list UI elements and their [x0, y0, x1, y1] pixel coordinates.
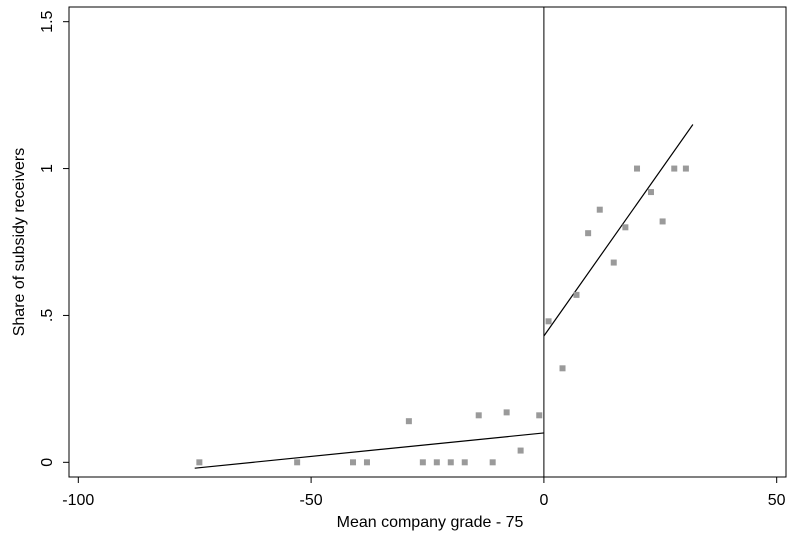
data-point: [596, 206, 603, 213]
data-point: [350, 459, 357, 466]
data-point: [671, 165, 678, 172]
y-tick-label: .5: [39, 309, 56, 322]
data-point: [647, 189, 654, 196]
x-tick-label: -100: [62, 492, 94, 509]
y-tick-label: 1: [39, 164, 56, 173]
fit-line: [194, 432, 544, 469]
x-tick-label: 0: [539, 492, 548, 509]
data-points: [196, 165, 689, 466]
fit-line: [543, 124, 694, 337]
data-point: [503, 409, 510, 416]
data-point: [294, 459, 301, 466]
plot-frame: [68, 6, 787, 478]
data-point: [363, 459, 370, 466]
data-point: [682, 165, 689, 172]
x-tick-label: 50: [768, 492, 786, 509]
data-point: [545, 318, 552, 325]
data-point: [622, 224, 629, 231]
data-point: [196, 459, 203, 466]
x-axis-title: Mean company grade - 75: [337, 514, 524, 531]
fit-lines: [194, 124, 694, 469]
y-tick-label: 1.5: [39, 10, 56, 32]
data-point: [573, 291, 580, 298]
data-point: [433, 459, 440, 466]
data-point: [461, 459, 468, 466]
data-point: [475, 412, 482, 419]
data-point: [419, 459, 426, 466]
data-point: [447, 459, 454, 466]
data-point: [517, 447, 524, 454]
data-point: [489, 459, 496, 466]
data-point: [585, 230, 592, 237]
data-point: [659, 218, 666, 225]
data-point: [536, 412, 543, 419]
data-point: [405, 418, 412, 425]
data-point: [634, 165, 641, 172]
y-tick-label: 0: [39, 458, 56, 467]
data-point: [559, 365, 566, 372]
y-ticks: 0 .5 1 1.5: [39, 10, 69, 467]
x-ticks: -100 -50 0 50: [62, 477, 786, 509]
y-axis-title: Share of subsidy receivers: [11, 148, 28, 337]
x-tick-label: -50: [300, 492, 323, 509]
data-point: [610, 259, 617, 266]
